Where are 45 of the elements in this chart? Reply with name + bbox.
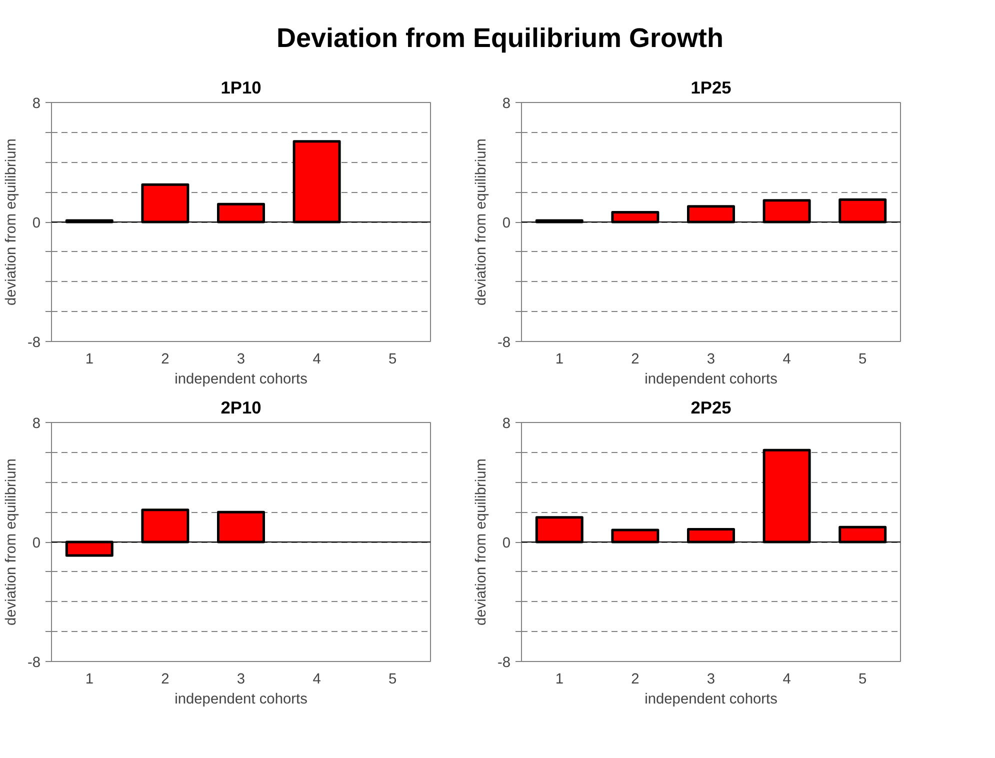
- y-tick-label: -8: [497, 655, 511, 671]
- y-axis-title: deviation from equilibrium: [473, 138, 490, 306]
- x-tick-label: 3: [706, 672, 716, 688]
- x-tick-label: 2: [161, 352, 170, 368]
- x-tick-label: 4: [312, 352, 321, 368]
- y-tick-label: 0: [32, 536, 41, 552]
- x-tick-label: 5: [388, 352, 397, 368]
- x-tick-label: 1: [555, 672, 564, 688]
- x-axis-title: independent cohorts: [644, 692, 778, 708]
- x-tick-label: 2: [161, 672, 170, 688]
- x-axis-title: independent cohorts: [174, 372, 308, 388]
- chart-title: 2P10: [220, 398, 262, 418]
- x-tick-label: 1: [85, 672, 94, 688]
- x-tick-label: 3: [236, 672, 246, 688]
- y-tick-label: 0: [502, 536, 511, 552]
- chart-title: 2P25: [690, 398, 732, 418]
- y-tick-label: 8: [32, 96, 41, 112]
- y-axis-title: deviation from equilibrium: [473, 458, 490, 626]
- text: Deviation from Equilibrium Growth: [276, 22, 724, 55]
- x-tick-label: 4: [312, 672, 321, 688]
- y-axis-title: deviation from equilibrium: [3, 458, 20, 626]
- y-tick-label: 0: [502, 216, 511, 232]
- y-tick-label: 8: [502, 416, 511, 432]
- y-tick-label: -8: [497, 335, 511, 351]
- y-tick-label: -8: [27, 655, 41, 671]
- x-tick-label: 4: [782, 352, 791, 368]
- y-tick-label: 0: [32, 216, 41, 232]
- x-tick-label: 2: [631, 672, 640, 688]
- y-axis-title: deviation from equilibrium: [3, 138, 20, 306]
- x-tick-label: 5: [858, 352, 867, 368]
- x-axis-title: independent cohorts: [644, 372, 778, 388]
- x-tick-label: 3: [706, 352, 716, 368]
- y-tick-label: -8: [27, 335, 41, 351]
- x-tick-label: 4: [782, 672, 791, 688]
- x-tick-label: 5: [858, 672, 867, 688]
- y-tick-label: 8: [502, 96, 511, 112]
- x-tick-label: 1: [555, 352, 564, 368]
- x-tick-label: 5: [388, 672, 397, 688]
- x-tick-label: 3: [236, 352, 246, 368]
- y-tick-label: 8: [32, 416, 41, 432]
- x-tick-label: 1: [85, 352, 94, 368]
- chart-title: 1P25: [690, 78, 732, 98]
- x-tick-label: 2: [631, 352, 640, 368]
- chart-title: 1P10: [220, 78, 262, 98]
- x-axis-title: independent cohorts: [174, 692, 308, 708]
